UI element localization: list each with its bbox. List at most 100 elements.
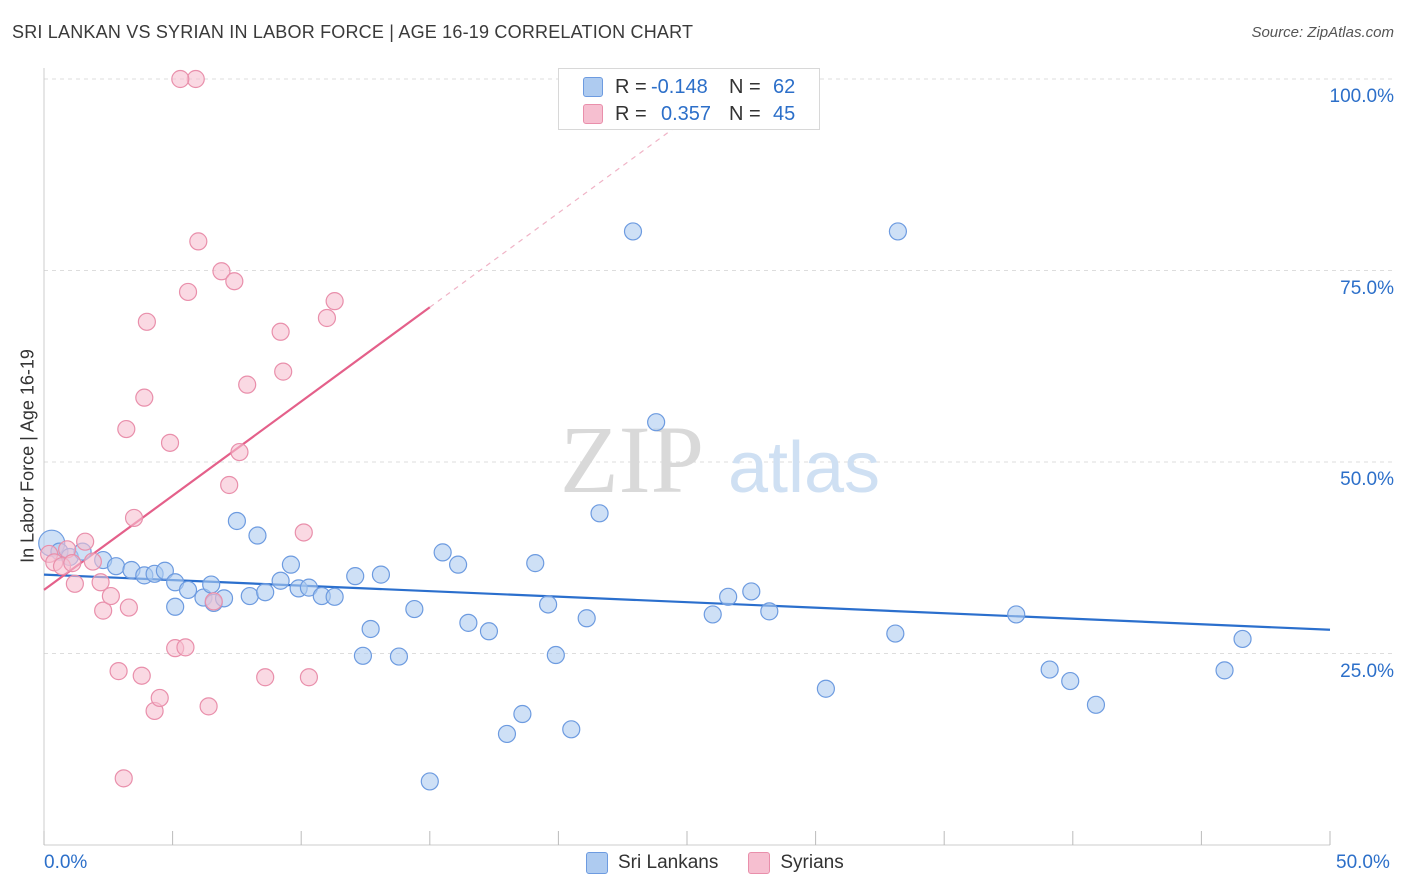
syrian-point bbox=[186, 69, 205, 89]
stats-row-syrians: R = 0.357 N = 45 bbox=[559, 101, 795, 127]
sri-lankan-point bbox=[719, 587, 738, 606]
sri-lankan-point bbox=[346, 567, 365, 586]
r-value: -0.148 bbox=[651, 75, 708, 98]
syrian-point bbox=[171, 69, 190, 89]
sri-lankan-point bbox=[1040, 660, 1059, 679]
sri-lankan-point bbox=[353, 646, 373, 665]
x-tick-label-min: 0.0% bbox=[44, 852, 88, 873]
sri-lankan-point bbox=[1233, 629, 1252, 649]
sri-lankan-point bbox=[361, 619, 380, 639]
syrian-point bbox=[91, 573, 110, 592]
grid-lines bbox=[44, 78, 1392, 654]
sri-lankan-point bbox=[888, 222, 908, 241]
sri-lankan-point bbox=[459, 613, 478, 632]
sri-lankan-point bbox=[577, 609, 596, 628]
axes bbox=[43, 68, 1331, 846]
syrian-point bbox=[117, 419, 136, 439]
sri-lankan-point bbox=[562, 720, 581, 739]
syrian-point bbox=[63, 554, 82, 573]
sri-lankan-point bbox=[248, 526, 267, 545]
sri-lankan-point bbox=[526, 554, 545, 573]
syrian-point bbox=[204, 592, 223, 611]
sri-lankan-point bbox=[448, 555, 468, 574]
y-tick-label: 100.0% bbox=[1329, 86, 1394, 107]
syrian-point bbox=[294, 523, 313, 542]
sri-lankan-point bbox=[760, 602, 779, 621]
syrian-point bbox=[124, 508, 144, 528]
syrian-point bbox=[238, 375, 257, 394]
x-tick-label-max: 50.0% bbox=[1336, 852, 1390, 873]
n-label: N = bbox=[729, 102, 761, 125]
sri-lankan-point bbox=[497, 724, 517, 744]
syrian-point bbox=[230, 442, 249, 462]
sri-lankan-point bbox=[1215, 661, 1234, 680]
syrian-point bbox=[271, 322, 290, 341]
sri-lankan-point bbox=[227, 511, 246, 531]
stats-row-sri-lankans: R = -0.148 N = 62 bbox=[559, 74, 795, 100]
sri-lankan-point bbox=[405, 599, 424, 619]
syrian-point bbox=[256, 668, 275, 687]
sri-lankan-point bbox=[703, 605, 722, 624]
sri-lankan-point bbox=[281, 555, 301, 574]
syrian-trend-extension bbox=[429, 127, 675, 308]
legend-label: Syrians bbox=[780, 852, 844, 873]
syrian-point bbox=[94, 601, 113, 620]
syrian-point bbox=[325, 292, 344, 311]
sri-lankan-point bbox=[433, 543, 452, 562]
sri-lankan-point bbox=[371, 565, 391, 584]
y-tick-label: 50.0% bbox=[1340, 469, 1394, 490]
sri-lankan-point bbox=[1007, 605, 1026, 624]
syrian-point bbox=[83, 552, 102, 571]
syrian-point bbox=[178, 282, 198, 302]
pink-swatch bbox=[748, 852, 771, 874]
syrian-point bbox=[199, 697, 218, 716]
sri-lankan-point bbox=[106, 557, 126, 576]
syrian-point bbox=[135, 388, 154, 407]
syrian-point bbox=[150, 688, 169, 708]
n-label: N = bbox=[729, 75, 761, 98]
sri-lankan-point bbox=[1061, 671, 1080, 691]
sri-lankan-point bbox=[513, 704, 532, 724]
sri-lankan-point bbox=[816, 679, 835, 698]
sri-lankan-point bbox=[886, 624, 905, 643]
y-tick-label: 75.0% bbox=[1340, 277, 1394, 299]
series-legend: Sri Lankans Syrians bbox=[586, 852, 874, 874]
pink-swatch bbox=[583, 104, 603, 124]
sri-lankan-point bbox=[623, 222, 643, 241]
syrian-point bbox=[176, 638, 195, 657]
sri-lankan-point bbox=[539, 595, 558, 614]
r-label: R = bbox=[615, 102, 647, 125]
sri-lankan-point bbox=[256, 583, 275, 602]
watermark: ZIP atlas bbox=[560, 406, 880, 513]
syrian-point bbox=[119, 598, 138, 617]
sri-lankan-point bbox=[166, 597, 185, 616]
syrian-point bbox=[212, 262, 231, 281]
sri-lankan-point bbox=[590, 504, 609, 523]
n-value: 45 bbox=[773, 102, 796, 125]
syrian-point bbox=[299, 668, 319, 687]
sri-lankan-point bbox=[546, 645, 565, 665]
data-points bbox=[38, 69, 1252, 791]
syrian-point bbox=[114, 769, 133, 788]
sri-lankan-point bbox=[1086, 695, 1106, 714]
syrian-point bbox=[317, 308, 337, 328]
sri-lankan-point bbox=[742, 582, 761, 601]
legend-item-syrians[interactable]: Syrians bbox=[748, 852, 844, 874]
sri-lankan-point bbox=[202, 575, 221, 594]
sri-lankan-point bbox=[240, 586, 259, 606]
sri-lankan-point bbox=[420, 772, 439, 791]
sri-lankan-point bbox=[271, 571, 290, 590]
blue-swatch bbox=[583, 77, 603, 97]
sri-lankan-point bbox=[178, 580, 198, 600]
sri-lankan-point bbox=[479, 622, 499, 641]
y-axis-label: In Labor Force | Age 16-19 bbox=[17, 349, 38, 563]
source-label: Source: ZipAtlas.com bbox=[1251, 24, 1394, 41]
chart-title: SRI LANKAN VS SYRIAN IN LABOR FORCE | AG… bbox=[12, 22, 694, 42]
sri-lankan-point bbox=[647, 413, 666, 432]
trend-lines bbox=[43, 127, 1331, 631]
r-label: R = bbox=[615, 75, 647, 98]
sri-lankan-point bbox=[389, 647, 409, 666]
legend-item-sri-lankans[interactable]: Sri Lankans bbox=[586, 852, 718, 874]
sri-lankan-trend-line bbox=[43, 573, 1331, 631]
